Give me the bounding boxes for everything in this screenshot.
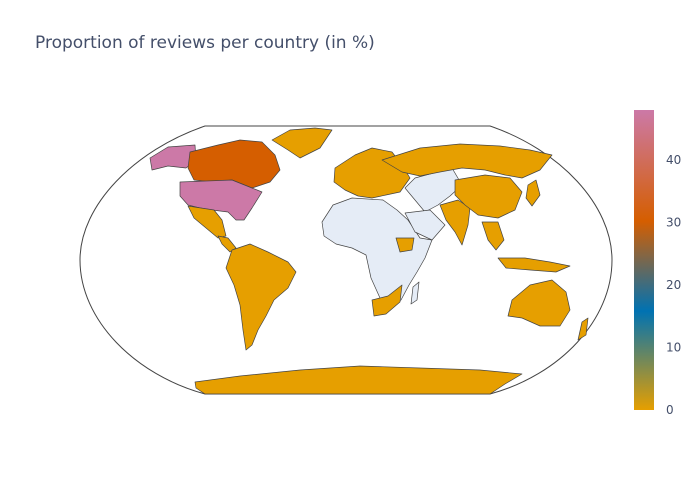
colorbar-tick-label: 30 <box>666 216 681 230</box>
region-australia[interactable] <box>507 279 571 327</box>
region-antarctica[interactable] <box>194 365 523 395</box>
region-ethiopia[interactable] <box>395 237 415 253</box>
colorbar-tick-label: 20 <box>666 278 681 292</box>
region-africa[interactable] <box>321 197 433 309</box>
colorbar-tick-label: 10 <box>666 341 681 355</box>
region-usa[interactable] <box>179 179 263 221</box>
region-south-africa[interactable] <box>371 284 403 317</box>
region-india[interactable] <box>439 199 471 246</box>
colorbar <box>634 110 654 410</box>
region-central-asia <box>404 167 463 213</box>
region-china[interactable] <box>454 174 523 219</box>
region-greenland[interactable] <box>271 127 333 159</box>
region-russia[interactable] <box>381 143 553 179</box>
region-new-zealand[interactable] <box>577 317 589 341</box>
chart-title: Proportion of reviews per country (in %) <box>35 33 375 53</box>
colorbar-tick-label: 40 <box>666 153 681 167</box>
region-south-america[interactable] <box>225 243 297 351</box>
region-indonesia[interactable] <box>497 257 571 273</box>
region-canada[interactable] <box>187 139 281 189</box>
region-madagascar <box>410 281 420 305</box>
region-japan[interactable] <box>525 179 541 207</box>
colorbar-tick-label: 0 <box>666 403 674 417</box>
colorbar-ticks: 0 10 20 30 40 <box>666 153 681 417</box>
region-arabia[interactable] <box>404 209 446 241</box>
region-southeast-asia[interactable] <box>481 221 505 251</box>
